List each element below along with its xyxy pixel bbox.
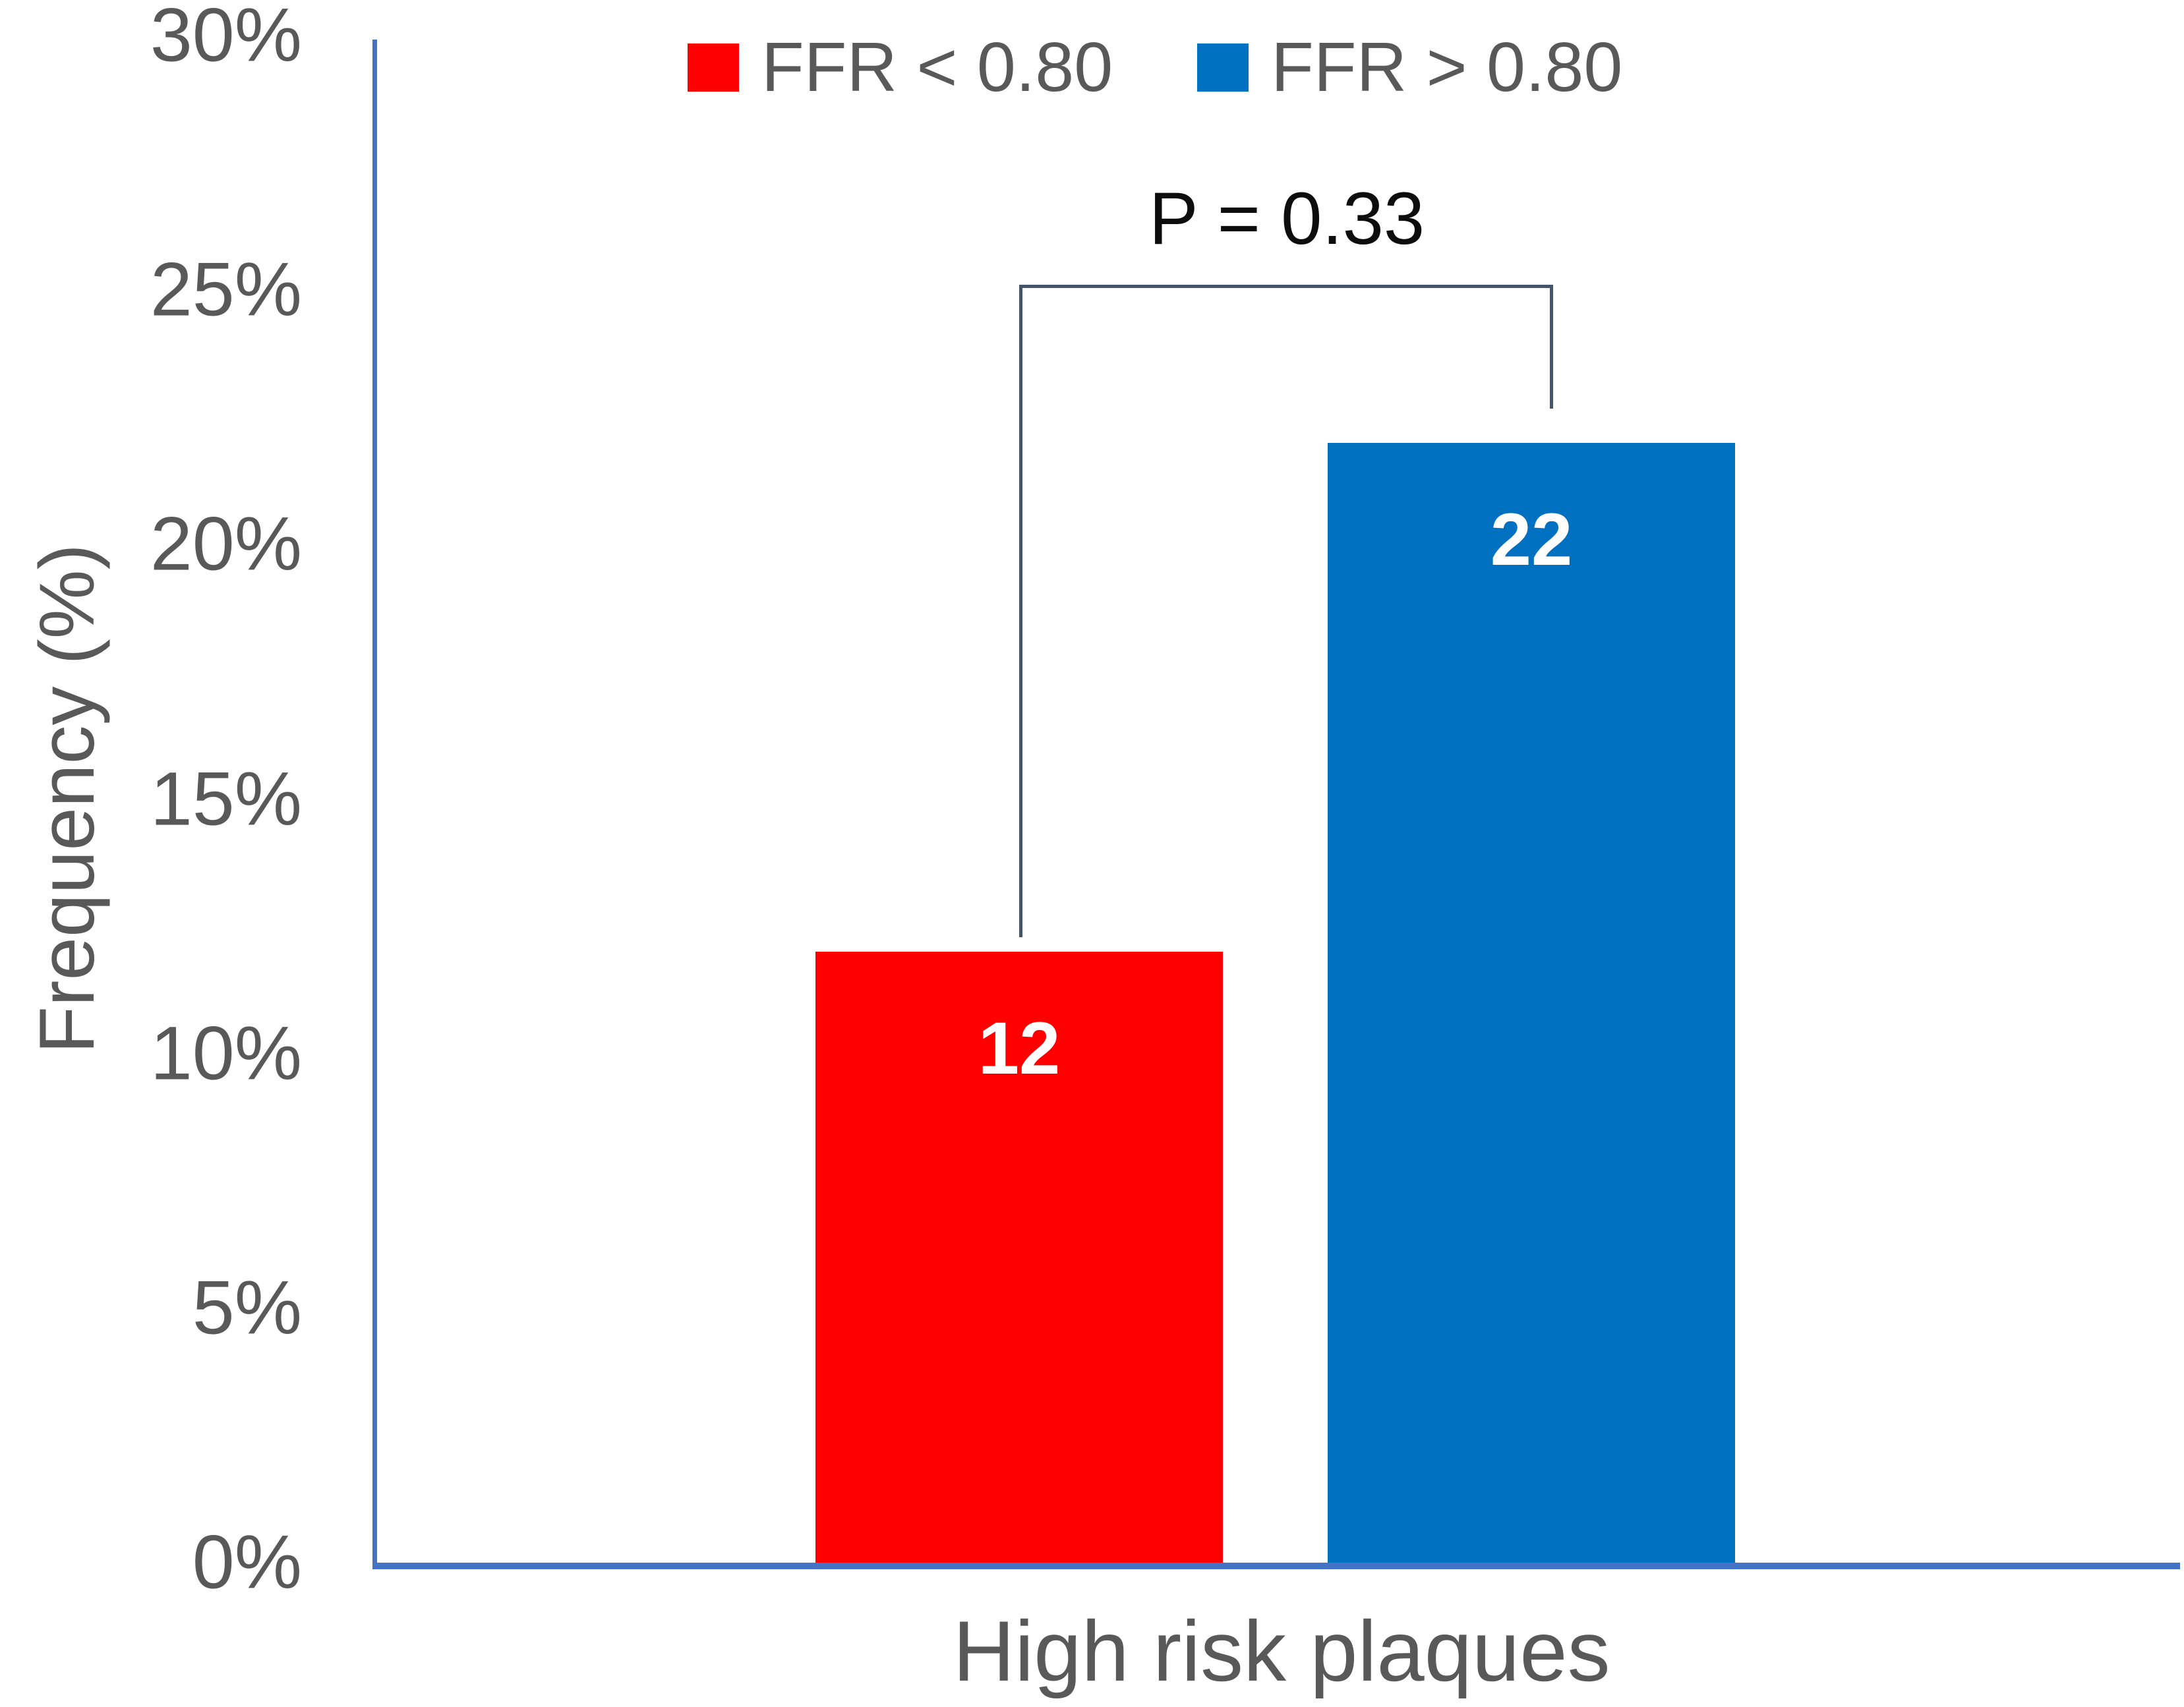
significance-bracket-right-line bbox=[1550, 285, 1553, 409]
p-value-annotation: P = 0.33 bbox=[1148, 177, 1425, 260]
bar-1: 22 bbox=[1328, 442, 1735, 1563]
y-tick-label: 20% bbox=[150, 502, 302, 587]
x-axis-line bbox=[372, 1563, 2180, 1569]
bar-0: 12 bbox=[815, 952, 1223, 1563]
y-tick-label: 5% bbox=[192, 1265, 302, 1350]
legend-label: FFR > 0.80 bbox=[1271, 28, 1623, 106]
significance-bracket-horizontal-line bbox=[1019, 285, 1553, 288]
legend-item-1: FFR > 0.80 bbox=[1197, 26, 1622, 109]
y-tick-label: 10% bbox=[150, 1011, 302, 1096]
legend-swatch-icon bbox=[688, 43, 739, 92]
y-axis-line bbox=[372, 40, 377, 1565]
bar-data-label: 12 bbox=[978, 1007, 1061, 1090]
legend: FFR < 0.80 FFR > 0.80 bbox=[688, 26, 1622, 109]
y-tick-label: 25% bbox=[150, 247, 302, 332]
bar-data-label: 22 bbox=[1490, 498, 1573, 581]
y-tick-label: 30% bbox=[150, 0, 302, 78]
legend-label: FFR < 0.80 bbox=[761, 28, 1113, 106]
x-axis-title: High risk plaques bbox=[953, 1603, 1610, 1699]
legend-swatch-icon bbox=[1197, 43, 1249, 92]
y-tick-label: 0% bbox=[192, 1520, 302, 1605]
y-axis-title: Frequency (%) bbox=[24, 544, 111, 1054]
legend-item-0: FFR < 0.80 bbox=[688, 26, 1113, 109]
y-tick-label: 15% bbox=[150, 757, 302, 841]
significance-bracket-left-line bbox=[1019, 285, 1022, 937]
